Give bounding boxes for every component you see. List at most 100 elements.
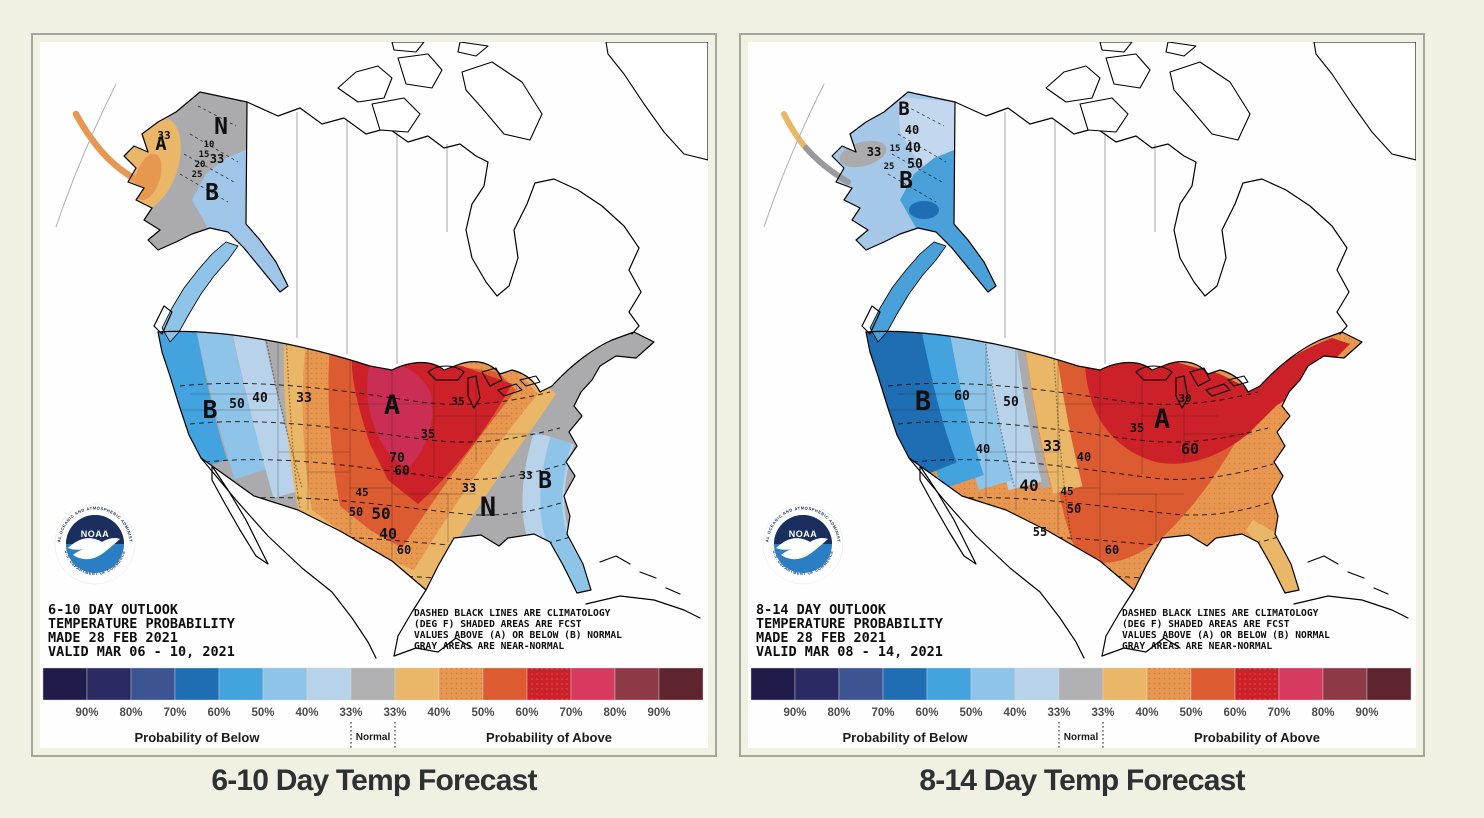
below-region-letter-east: B <box>538 468 552 494</box>
temp-outlook-map-6-10: A B N B 50 40 33 35 70 60 45 50 50 40 60… <box>40 42 708 748</box>
legend-tick: 33% <box>1047 707 1070 719</box>
map-note-line: (DEG F) SHADED AREAS ARE FCST <box>414 619 582 630</box>
contour-label: 40 <box>976 442 990 456</box>
legend-swatch <box>1278 667 1324 701</box>
legend-tick: 50% <box>959 707 982 719</box>
legend-below-label: Probability of Below <box>843 730 969 745</box>
legend-tick: 50% <box>1179 707 1202 719</box>
map-note-line: DASHED BLACK LINES ARE CLIMATOLOGY <box>414 608 611 619</box>
contour-label: 25 <box>884 162 895 172</box>
legend-tick: 90% <box>647 707 670 719</box>
legend-swatch <box>1366 667 1412 701</box>
legend-tick: 50% <box>251 707 274 719</box>
noaa-logo: NATIONAL OCEANIC AND ATMOSPHERIC ADMINIS… <box>54 503 136 585</box>
contour-label: 33 <box>867 145 881 159</box>
alaska-letter: N <box>214 114 228 140</box>
outlook-valid-date: VALID MAR 06 - 10, 2021 <box>48 644 235 660</box>
noaa-wordmark: NOAA <box>789 529 818 539</box>
legend-swatch-stipple <box>439 668 483 700</box>
contour-label: 33 <box>519 469 532 482</box>
legend-swatch <box>262 667 308 701</box>
map-card-8-14: B A 60 50 40 33 40 40 45 50 55 60 35 60 … <box>739 33 1425 757</box>
legend-tick: 70% <box>163 707 186 719</box>
map-note-line: GRAY AREAS ARE NEAR-NORMAL <box>1122 641 1272 652</box>
map-card-6-10: A B N B 50 40 33 35 70 60 45 50 50 40 60… <box>31 33 717 757</box>
legend-swatch <box>1190 667 1236 701</box>
legend-tick: 50% <box>471 707 494 719</box>
legend-tick: 80% <box>1311 707 1334 719</box>
legend-tick: 33% <box>339 707 362 719</box>
alaska-letter: B <box>205 180 219 206</box>
contour-label: 15 <box>890 144 901 154</box>
legend-swatch <box>218 667 264 701</box>
below-region-letter-west: B <box>202 395 217 424</box>
legend-tick: 70% <box>1267 707 1290 719</box>
legend-tick: 33% <box>383 707 406 719</box>
legend-tick: 40% <box>1135 707 1158 719</box>
contour-label: 10 <box>204 140 215 150</box>
contour-label: 35 <box>1130 421 1144 435</box>
contour-label: 20 <box>195 160 206 170</box>
legend-tick: 40% <box>1003 707 1026 719</box>
alaska-letter: B <box>899 168 913 194</box>
legend-above-label: Probability of Above <box>1194 730 1320 745</box>
legend-swatch <box>394 667 440 701</box>
legend-normal-label: Normal <box>356 732 391 743</box>
legend-tick: 60% <box>915 707 938 719</box>
aleutian-islands <box>72 110 144 186</box>
legend-swatch-stipple <box>1235 668 1279 700</box>
contour-label: 50 <box>1003 395 1019 410</box>
legend-swatch <box>86 667 132 701</box>
legend-swatch-stipple <box>527 668 571 700</box>
map-notes-block: DASHED BLACK LINES ARE CLIMATOLOGY (DEG … <box>1122 608 1330 652</box>
aleutian-islands-gray <box>803 145 851 185</box>
contour-label: 45 <box>355 486 368 499</box>
contour-label: 35 <box>421 427 435 441</box>
contour-label: 45 <box>1060 485 1073 498</box>
outlook-title-line: TEMPERATURE PROBABILITY <box>756 616 944 632</box>
legend-tick: 60% <box>207 707 230 719</box>
contour-label: 25 <box>192 170 203 180</box>
legend-normal-label: Normal <box>1064 732 1099 743</box>
legend-tick: 80% <box>827 707 850 719</box>
legend-swatch <box>306 667 352 701</box>
legend-swatch <box>1058 667 1104 701</box>
legend-swatch <box>794 667 840 701</box>
contour-label: 40 <box>379 525 397 543</box>
map-annotations: B A 60 50 40 33 40 40 45 50 55 60 35 60 … <box>867 98 1199 557</box>
legend-tick: 70% <box>559 707 582 719</box>
contour-label: 60 <box>394 464 410 479</box>
below-region-letter: B <box>915 386 931 417</box>
contour-label: 40 <box>905 141 921 156</box>
legend-swatch <box>570 667 616 701</box>
outlook-made-date: MADE 28 FEB 2021 <box>48 630 178 646</box>
map-annotations: A B N B 50 40 33 35 70 60 45 50 50 40 60… <box>155 114 552 557</box>
legend-swatch <box>130 667 176 701</box>
legend-tick: 33% <box>1091 707 1114 719</box>
alaska-letter: B <box>898 98 909 120</box>
noaa-logo: NATIONAL OCEANIC AND ATMOSPHERIC ADMINIS… <box>762 503 844 585</box>
contour-label: 33 <box>1043 437 1061 455</box>
captions-row: 6-10 Day Temp Forecast 8-14 Day Temp For… <box>31 764 1425 798</box>
contour-label: 33 <box>462 481 476 495</box>
contour-label: 50 <box>229 397 245 412</box>
contour-label: 55 <box>1033 525 1047 539</box>
alaska-letter: A <box>155 133 167 155</box>
caption-8-14: 8-14 Day Temp Forecast <box>919 764 1245 797</box>
temp-outlook-map-8-14: B A 60 50 40 33 40 40 45 50 55 60 35 60 … <box>748 42 1416 748</box>
caption-6-10: 6-10 Day Temp Forecast <box>211 764 537 797</box>
above-region-letter: A <box>384 390 400 421</box>
legend-swatch <box>1322 667 1368 701</box>
legend-swatch-stipple <box>1147 668 1191 700</box>
legend-tick: 80% <box>603 707 626 719</box>
legend-swatch <box>658 667 704 701</box>
legend-swatch <box>614 667 660 701</box>
legend-swatch <box>970 667 1016 701</box>
noaa-wordmark: NOAA <box>81 529 110 539</box>
legend-swatch <box>926 667 972 701</box>
legend-tick: 90% <box>783 707 806 719</box>
legend-tick: 90% <box>1355 707 1378 719</box>
legend-swatch <box>882 667 928 701</box>
normal-region-letter: N <box>480 492 496 523</box>
legend-swatch <box>350 667 396 701</box>
